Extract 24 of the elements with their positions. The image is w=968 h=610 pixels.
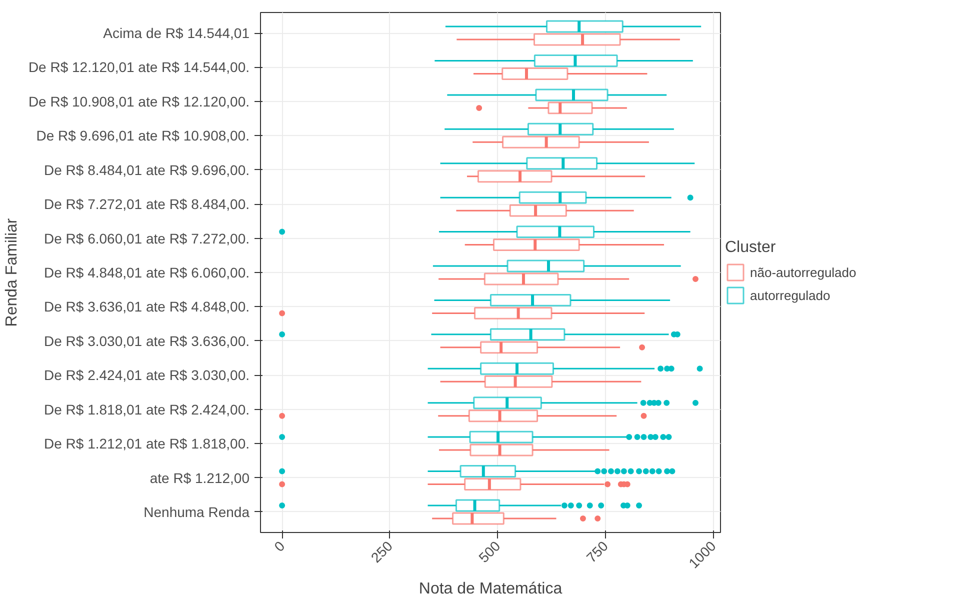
y-tick-label: Nenhuma Renda	[144, 504, 250, 520]
y-tick-label: De R$ 8.484,01 ate R$ 9.696,00.	[44, 162, 250, 178]
y-tick-label: De R$ 6.060,01 ate R$ 7.272,00.	[44, 230, 250, 246]
y-tick-label: De R$ 1.818,01 ate R$ 2.424,00.	[44, 401, 250, 418]
y-tick-label: De R$ 7.272,01 ate R$ 8.484,00.	[44, 196, 250, 212]
x-tick-label: 0	[270, 538, 288, 555]
x-tick-label: 750	[583, 538, 612, 566]
y-tick-label: ate R$ 1.212,00	[150, 470, 250, 486]
y-tick-label: De R$ 10.908,01 ate R$ 12.120,00.	[28, 93, 250, 110]
y-tick-label: De R$ 3.636,01 ate R$ 4.848,00.	[44, 298, 250, 315]
x-tick-label: 250	[368, 538, 396, 566]
legend-title: Cluster	[725, 239, 777, 257]
y-tick-label: De R$ 1.212,01 ate R$ 1.818,00.	[44, 436, 250, 452]
y-tick-label: De R$ 9.696,01 ate R$ 10.908,00.	[36, 128, 250, 144]
y-axis-title: Renda Familiar	[3, 218, 20, 327]
y-tick-label: De R$ 3.030,01 ate R$ 3.636,00.	[44, 332, 250, 349]
y-tick-label: De R$ 12.120,01 ate R$ 14.544,00.	[28, 59, 250, 76]
y-tick-label: Acima de R$ 14.544,01	[103, 25, 250, 42]
legend-label: autorregulado	[750, 288, 830, 302]
y-tick-label: De R$ 2.424,01 ate R$ 3.030,00.	[44, 367, 250, 384]
x-axis-title: Nota de Matemática	[418, 580, 562, 598]
x-tick-label: 500	[475, 538, 504, 566]
y-tick-label: De R$ 4.848,01 ate R$ 6.060,00.	[44, 264, 250, 280]
legend-label: não-autorregulado	[750, 264, 856, 280]
